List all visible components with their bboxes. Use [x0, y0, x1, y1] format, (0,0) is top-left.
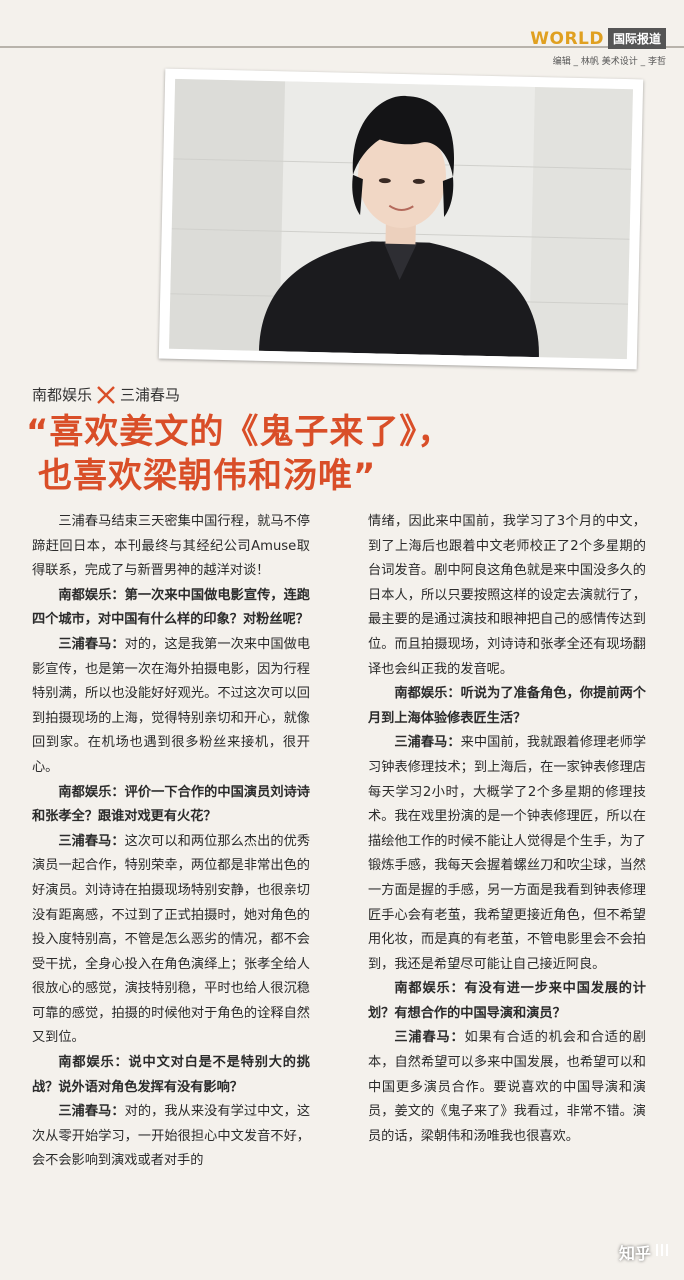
- article-intro: 三浦春马结束三天密集中国行程，就马不停蹄赶回日本，本刊最终与其经纪公司Amuse…: [32, 514, 310, 579]
- bars-icon: [654, 1242, 670, 1262]
- answer-speaker: 三浦春马：: [394, 735, 461, 751]
- answer-text: 对的，这是我第一次来中国做电影宣传，也是第一次在海外拍摄电影，因为行程特别满，所…: [32, 636, 311, 775]
- cross-icon: [96, 385, 116, 405]
- section-brand: WORLD 国际报道: [530, 28, 666, 49]
- answer-text: 对的，我从来没有学过中文，这次从零开始学习，一开始很担心中文发音不好，会不会影响…: [32, 1104, 311, 1169]
- question: 南都娱乐：说中文对白是不是特别大的挑战？说外语对角色发挥有没有影响？: [32, 1055, 310, 1095]
- answer-text: 这次可以和两位那么杰出的优秀演员一起合作，特别荣幸，两位都是非常出色的好演员。刘…: [32, 833, 311, 1046]
- answer: 三浦春马：对的，我从来没有学过中文，这次从零开始学习，一开始很担心中文发音不好，…: [32, 1100, 310, 1174]
- question: 南都娱乐：有没有进一步来中国发展的计划？有想合作的中国导演和演员？: [368, 981, 646, 1021]
- article-column-left: 三浦春马结束三天密集中国行程，就马不停蹄赶回日本，本刊最终与其经纪公司Amuse…: [32, 510, 310, 1174]
- question: 南都娱乐：听说为了准备角色，你提前两个月到上海体验修表匠生活？: [368, 686, 646, 726]
- subhead-interviewee: 三浦春马: [120, 386, 181, 404]
- answer-text: 来中国前，我就跟着修理老师学习钟表修理技术；到上海后，在一家钟表修理店每天学习2…: [368, 735, 647, 972]
- brand-logo: WORLD: [530, 28, 604, 49]
- portrait-illustration: [168, 78, 634, 360]
- article-column-right: 情绪，因此来中国前，我学习了3个月的中文，到了上海后也跟着中文老师校正了2个多星…: [368, 510, 646, 1149]
- answer: 三浦春马：对的，这是我第一次来中国做电影宣传，也是第一次在海外拍摄电影，因为行程…: [32, 633, 310, 781]
- answer-speaker: 三浦春马：: [58, 1104, 125, 1120]
- answer-speaker: 三浦春马：: [58, 636, 125, 652]
- watermark-text: 知乎: [618, 1244, 651, 1263]
- question: 南都娱乐：评价一下合作的中国演员刘诗诗和张孝全？跟谁对戏更有火花？: [32, 784, 310, 825]
- answer: 三浦春马：这次可以和两位那么杰出的优秀演员一起合作，特别荣幸，两位都是非常出色的…: [32, 830, 310, 1051]
- headline-line-2: 也喜欢梁朝伟和汤唯”: [38, 456, 377, 496]
- photo-frame: [158, 68, 644, 370]
- answer-speaker: 三浦春马：: [58, 833, 125, 849]
- headline-line-1: “喜欢姜文的《鬼子来了》，: [26, 412, 453, 452]
- subhead-publication: 南都娱乐: [32, 386, 93, 404]
- portrait-photo: [168, 78, 634, 360]
- header-rule: [0, 46, 684, 48]
- answer: 三浦春马：来中国前，我就跟着修理老师学习钟表修理技术；到上海后，在一家钟表修理店…: [368, 731, 646, 977]
- answer-text: 如果有合适的机会和合适的剧本，自然希望可以多来中国发展，也希望可以和中国更多演员…: [368, 1030, 646, 1144]
- answer: 三浦春马：如果有合适的机会和合适的剧本，自然希望可以多来中国发展，也希望可以和中…: [368, 1026, 646, 1149]
- headline: “喜欢姜文的《鬼子来了》， 也喜欢梁朝伟和汤唯”: [26, 410, 666, 498]
- answer-continuation: 情绪，因此来中国前，我学习了3个月的中文，到了上海后也跟着中文老师校正了2个多星…: [368, 514, 646, 677]
- question: 南都娱乐：第一次来中国做电影宣传，连跑四个城市，对中国有什么样的印象？对粉丝呢？: [32, 587, 310, 628]
- subheading: 南都娱乐 三浦春马: [32, 384, 180, 405]
- zhihu-watermark: 知乎: [619, 1240, 670, 1264]
- answer-speaker: 三浦春马：: [394, 1030, 465, 1046]
- credits: 编辑 _ 林帆 美术设计 _ 李哲: [552, 57, 666, 67]
- section-label: 国际报道: [607, 28, 666, 49]
